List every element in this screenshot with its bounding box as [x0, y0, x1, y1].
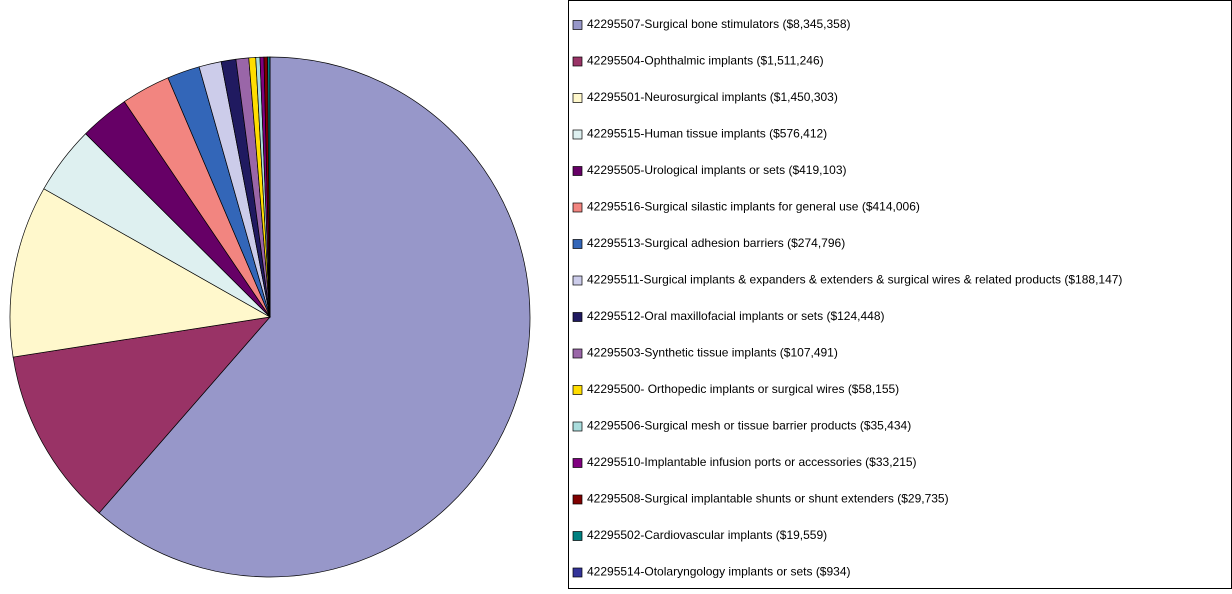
- legend-value: ($19,559): [776, 528, 827, 542]
- legend-label: 42295513-Surgical adhesion barriers ($27…: [587, 236, 845, 250]
- legend-swatch: [573, 386, 582, 395]
- legend-value: ($934): [816, 565, 851, 579]
- legend-swatch: [573, 495, 582, 504]
- legend-value: ($1,511,246): [756, 54, 823, 68]
- legend-name: 42295500- Orthopedic implants or surgica…: [587, 382, 844, 396]
- legend-name: 42295513-Surgical adhesion barriers: [587, 236, 784, 250]
- legend-swatch: [573, 422, 582, 431]
- legend-name: 42295514-Otolaryngology implants or sets: [587, 565, 812, 579]
- legend-swatch: [573, 240, 582, 249]
- legend-value: ($35,434): [860, 419, 911, 433]
- legend-label: 42295516-Surgical silastic implants for …: [587, 200, 920, 214]
- legend-label: 42295505-Urological implants or sets ($4…: [587, 163, 847, 177]
- legend-value: ($29,735): [897, 492, 948, 506]
- legend-name: 42295515-Human tissue implants: [587, 127, 766, 141]
- legend-label: 42295502-Cardiovascular implants ($19,55…: [587, 528, 827, 542]
- legend-label: 42295504-Ophthalmic implants ($1,511,246…: [587, 54, 824, 68]
- legend-label: 42295508-Surgical implantable shunts or …: [587, 492, 949, 506]
- legend-swatch: [573, 203, 582, 212]
- legend-swatch: [573, 568, 582, 577]
- legend-swatch: [573, 57, 582, 66]
- legend-swatch: [573, 276, 582, 285]
- legend-name: 42295503-Synthetic tissue implants: [587, 346, 776, 360]
- legend-name: 42295511-Surgical implants & expanders &…: [587, 273, 1061, 287]
- legend-swatch: [573, 313, 582, 322]
- legend-name: 42295508-Surgical implantable shunts or …: [587, 492, 894, 506]
- legend-value: ($124,448): [826, 309, 884, 323]
- legend-value: ($107,491): [780, 346, 838, 360]
- legend-swatch: [573, 21, 582, 30]
- legend-value: ($8,345,358): [782, 17, 850, 31]
- legend-value: ($188,147): [1064, 273, 1122, 287]
- legend-value: ($419,103): [788, 163, 846, 177]
- legend-label: 42295500- Orthopedic implants or surgica…: [587, 382, 899, 396]
- legend-label: 42295511-Surgical implants & expanders &…: [587, 273, 1122, 287]
- legend-name: 42295516-Surgical silastic implants for …: [587, 200, 859, 214]
- legend-name: 42295505-Urological implants or sets: [587, 163, 785, 177]
- legend-label: 42295515-Human tissue implants ($576,412…: [587, 127, 827, 141]
- legend-value: ($1,450,303): [770, 90, 838, 104]
- legend-label: 42295503-Synthetic tissue implants ($107…: [587, 346, 838, 360]
- legend-label: 42295506-Surgical mesh or tissue barrier…: [587, 419, 911, 433]
- legend-name: 42295501-Neurosurgical implants: [587, 90, 766, 104]
- legend-label: 42295510-Implantable infusion ports or a…: [587, 455, 917, 469]
- legend-label: 42295507-Surgical bone stimulators ($8,3…: [587, 17, 851, 31]
- legend-swatch: [573, 349, 582, 358]
- legend-name: 42295510-Implantable infusion ports or a…: [587, 455, 862, 469]
- legend-swatch: [573, 532, 582, 541]
- legend-label: 42295512-Oral maxillofacial implants or …: [587, 309, 885, 323]
- legend-swatch: [573, 459, 582, 468]
- legend-swatch: [573, 167, 582, 176]
- legend-label: 42295501-Neurosurgical implants ($1,450,…: [587, 90, 838, 104]
- legend-swatch: [573, 130, 582, 139]
- legend-value: ($58,155): [848, 382, 899, 396]
- legend-value: ($33,215): [865, 455, 916, 469]
- legend-name: 42295506-Surgical mesh or tissue barrier…: [587, 419, 856, 433]
- legend-value: ($414,006): [862, 200, 920, 214]
- legend-value: ($576,412): [769, 127, 827, 141]
- legend-value: ($274,796): [787, 236, 845, 250]
- legend-swatch: [573, 94, 582, 103]
- legend-name: 42295504-Ophthalmic implants: [587, 54, 753, 68]
- legend-name: 42295507-Surgical bone stimulators: [587, 17, 779, 31]
- legend-label: 42295514-Otolaryngology implants or sets…: [587, 565, 851, 579]
- legend-name: 42295512-Oral maxillofacial implants or …: [587, 309, 823, 323]
- legend-name: 42295502-Cardiovascular implants: [587, 528, 772, 542]
